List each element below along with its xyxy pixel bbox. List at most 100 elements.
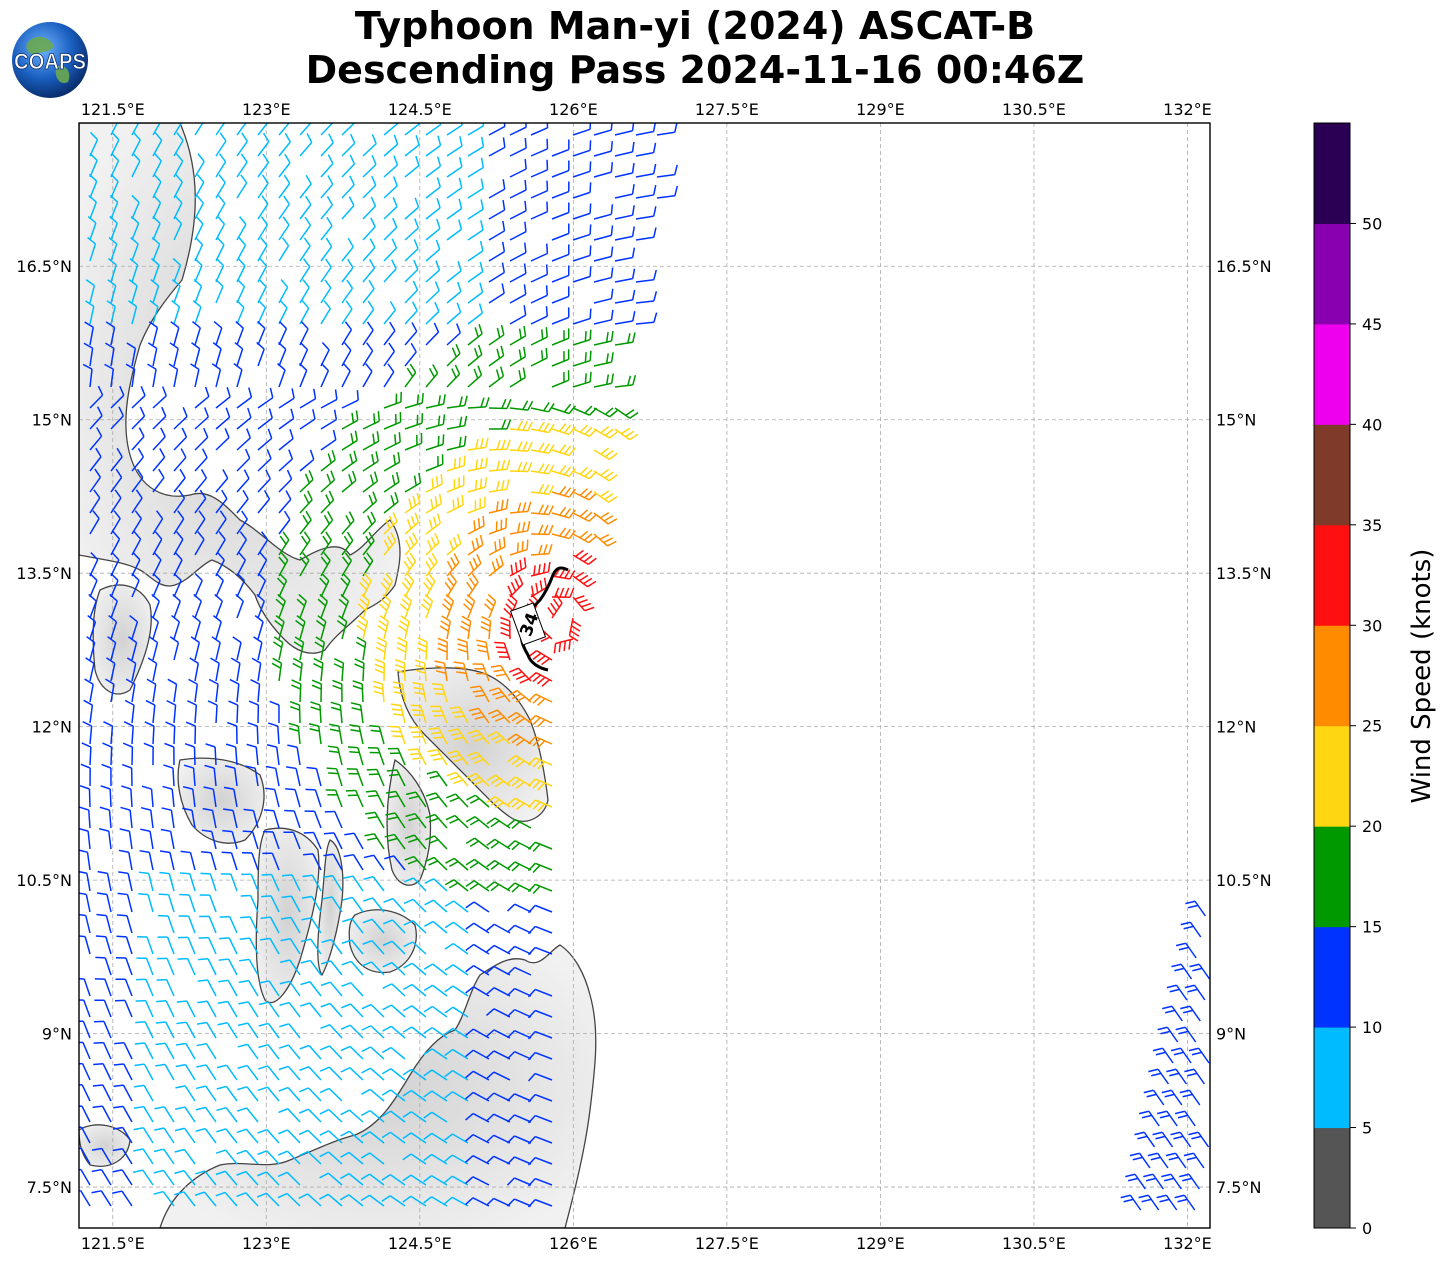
wind-barb — [404, 855, 427, 871]
wind-barb — [593, 352, 614, 367]
wind-barb — [236, 489, 249, 514]
wind-barb — [572, 488, 598, 501]
wind-barb — [1170, 1047, 1192, 1064]
wind-barb — [403, 962, 427, 976]
wind-barb — [1129, 1152, 1151, 1169]
wind-barb — [383, 391, 402, 409]
wind-barb — [447, 750, 469, 766]
wind-barb — [425, 135, 442, 157]
wind-barb — [320, 133, 334, 157]
wind-barb — [362, 918, 385, 934]
wind-barb — [530, 243, 549, 262]
wind-barb — [444, 1070, 469, 1081]
wind-barb — [254, 615, 264, 640]
wind-barb — [383, 217, 398, 241]
wind-barb — [194, 386, 210, 409]
wind-barb — [444, 1175, 469, 1186]
wind-barb — [326, 767, 343, 787]
wind-barb — [131, 194, 140, 220]
wind-barb — [404, 512, 420, 535]
wind-barb — [236, 1149, 259, 1165]
wind-barb — [300, 938, 322, 955]
wind-barb — [527, 904, 553, 914]
wind-barb — [299, 490, 313, 514]
wind-barb — [593, 204, 614, 220]
wind-barb — [405, 791, 427, 808]
colorbar-segment — [1314, 123, 1350, 224]
wind-barb — [383, 176, 398, 199]
lat-tick-right: 7.5°N — [1216, 1178, 1261, 1197]
longitude-labels-top: 121.5°E 123°E 124.5°E 126°E 127.5°E 129°E 130.… — [81, 100, 1212, 119]
wind-barb — [361, 1025, 385, 1039]
wind-barb — [507, 776, 532, 789]
wind-barb — [131, 123, 140, 136]
wind-barb — [444, 1048, 469, 1060]
wind-barb — [362, 961, 385, 976]
wind-barb — [340, 1151, 364, 1165]
wind-barb — [196, 1021, 217, 1039]
wind-barb — [362, 451, 379, 472]
wind-barb — [257, 449, 272, 472]
wind-barb — [339, 1194, 364, 1207]
wind-barb — [572, 371, 592, 388]
wind-barb — [215, 552, 225, 577]
wind-barb — [215, 1170, 238, 1186]
wind-barb — [203, 786, 217, 808]
wind-barb — [509, 179, 527, 199]
wind-barb — [177, 957, 196, 976]
wind-barb — [364, 833, 385, 850]
wind-barb — [423, 963, 448, 976]
wind-barb — [527, 988, 553, 998]
wind-barb — [194, 195, 205, 220]
wind-barb — [151, 257, 160, 283]
wind-barb — [465, 986, 490, 997]
lon-tick-bottom: 121.5°E — [81, 1234, 145, 1253]
wind-barb — [553, 638, 574, 654]
logo-text: COAPS — [14, 49, 86, 74]
lat-tick-right: 10.5°N — [1216, 871, 1272, 890]
wind-barb — [488, 555, 504, 577]
wind-barb — [417, 637, 428, 661]
wind-barb — [320, 237, 333, 262]
wind-barb — [140, 828, 154, 850]
wind-barb — [572, 509, 598, 522]
wind-barb — [232, 636, 242, 661]
wind-barb — [410, 704, 427, 724]
wind-barb — [341, 470, 357, 493]
wind-barb — [172, 257, 182, 283]
wind-barb — [107, 636, 117, 661]
wind-barb — [404, 532, 418, 556]
wind-barb — [266, 744, 280, 766]
wind-barb — [445, 857, 469, 871]
wind-barb — [360, 1173, 385, 1186]
wind-barb — [152, 194, 162, 220]
wind-barb — [467, 123, 485, 136]
wind-barb — [85, 279, 96, 304]
wind-barb — [241, 873, 259, 892]
wind-barb — [79, 913, 91, 934]
wind-barb — [466, 573, 479, 598]
wind-barb — [257, 195, 269, 220]
wind-barb — [109, 593, 118, 619]
panay-island — [177, 757, 265, 844]
wind-barb — [257, 428, 273, 451]
wind-barb — [396, 636, 408, 661]
lat-tick-left: 15°N — [32, 411, 72, 430]
wind-barb — [240, 894, 259, 913]
wind-barb — [320, 362, 330, 388]
wind-barb — [486, 923, 511, 934]
wind-barb — [488, 687, 511, 703]
wind-barb — [278, 388, 295, 409]
lat-tick-right: 12°N — [1216, 718, 1256, 737]
wind-barb — [128, 636, 138, 661]
wind-barb — [362, 363, 373, 388]
wind-barb — [278, 1044, 301, 1060]
wind-barb — [317, 593, 329, 619]
wind-barb — [148, 636, 159, 661]
wind-barb — [299, 1044, 322, 1060]
wind-barb — [467, 136, 485, 157]
wind-barb — [551, 328, 570, 346]
wind-barb — [527, 693, 553, 706]
wind-barb — [198, 958, 217, 976]
wind-barb — [110, 489, 122, 514]
